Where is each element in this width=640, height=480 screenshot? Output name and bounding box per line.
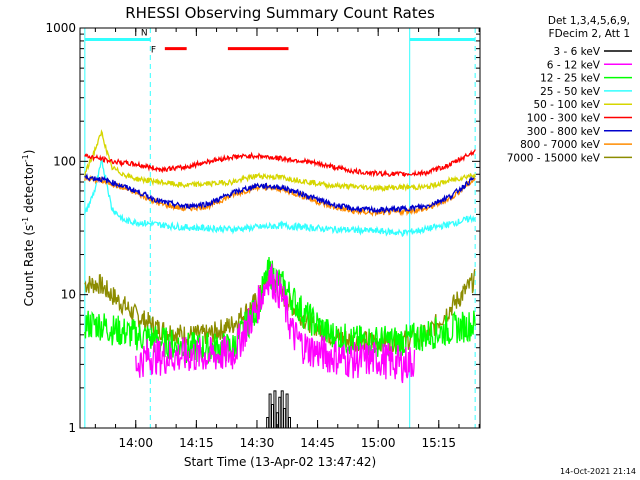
y-axis-label-sup1: -1 <box>21 217 30 225</box>
x-axis-ticks: 14:00 14:15 14:30 14:45 15:00 15:15 <box>94 28 480 450</box>
x-tick-label-4: 15:00 <box>361 436 396 450</box>
y-tick-label-2: 100 <box>53 154 76 168</box>
x-tick-label-3: 14:45 <box>300 436 335 450</box>
series-line-6 <box>84 172 476 215</box>
y-tick-label-0: 1 <box>68 421 76 435</box>
legend-label-8: 7000 - 15000 keV <box>507 152 601 164</box>
x-axis-label: Start Time (13-Apr-02 13:47:42) <box>184 455 376 469</box>
series-line-5 <box>84 149 476 178</box>
y-axis-label-prefix: Count Rate (s <box>22 225 36 307</box>
y-axis-label-suffix: ) <box>22 150 36 155</box>
chart-title: RHESSI Observing Summary Count Rates <box>125 4 435 22</box>
legend-header-line-1: Det 1,3,4,5,6,9, <box>548 15 630 27</box>
legend-label-2: 12 - 25 keV <box>540 73 601 85</box>
y-tick-label-1: 10 <box>61 288 76 302</box>
flag-label-2: F <box>151 46 156 56</box>
legend-label-0: 3 - 6 keV <box>553 46 600 58</box>
series-line-0 <box>266 390 291 429</box>
legend: Det 1,3,4,5,6,9, FDecim 2, Att 1 3 - 6 k… <box>507 15 632 164</box>
y-axis-label: Count Rate (s-1 detector-1) <box>21 150 36 307</box>
y-tick-label-3: 1000 <box>45 21 76 35</box>
legend-label-4: 50 - 100 keV <box>533 99 600 111</box>
series-line-4 <box>84 129 476 193</box>
legend-label-1: 6 - 12 keV <box>547 59 601 71</box>
x-tick-label-2: 14:30 <box>240 436 275 450</box>
legend-label-3: 25 - 50 keV <box>540 86 601 98</box>
legend-label-7: 800 - 7000 keV <box>520 139 601 151</box>
flag-label-0: N <box>141 28 148 38</box>
plot-area: NF <box>84 28 476 429</box>
series-line-1 <box>135 263 416 384</box>
x-tick-label-5: 15:15 <box>421 436 456 450</box>
y-axis-label-sup2: -1 <box>21 154 30 162</box>
y-axis-ticks: 1 10 100 1000 <box>45 21 480 435</box>
legend-label-6: 300 - 800 keV <box>527 126 601 138</box>
legend-label-5: 100 - 300 keV <box>527 113 601 125</box>
plot-frame <box>79 27 481 429</box>
y-axis-label-mid: detector <box>22 162 36 217</box>
generated-timestamp: 14-Oct-2021 21:14 <box>560 467 636 476</box>
legend-header-line-2: FDecim 2, Att 1 <box>549 28 630 40</box>
series-line-7 <box>84 174 476 217</box>
x-tick-label-0: 14:00 <box>118 436 153 450</box>
x-tick-label-1: 14:15 <box>179 436 214 450</box>
series-line-3 <box>84 157 476 238</box>
